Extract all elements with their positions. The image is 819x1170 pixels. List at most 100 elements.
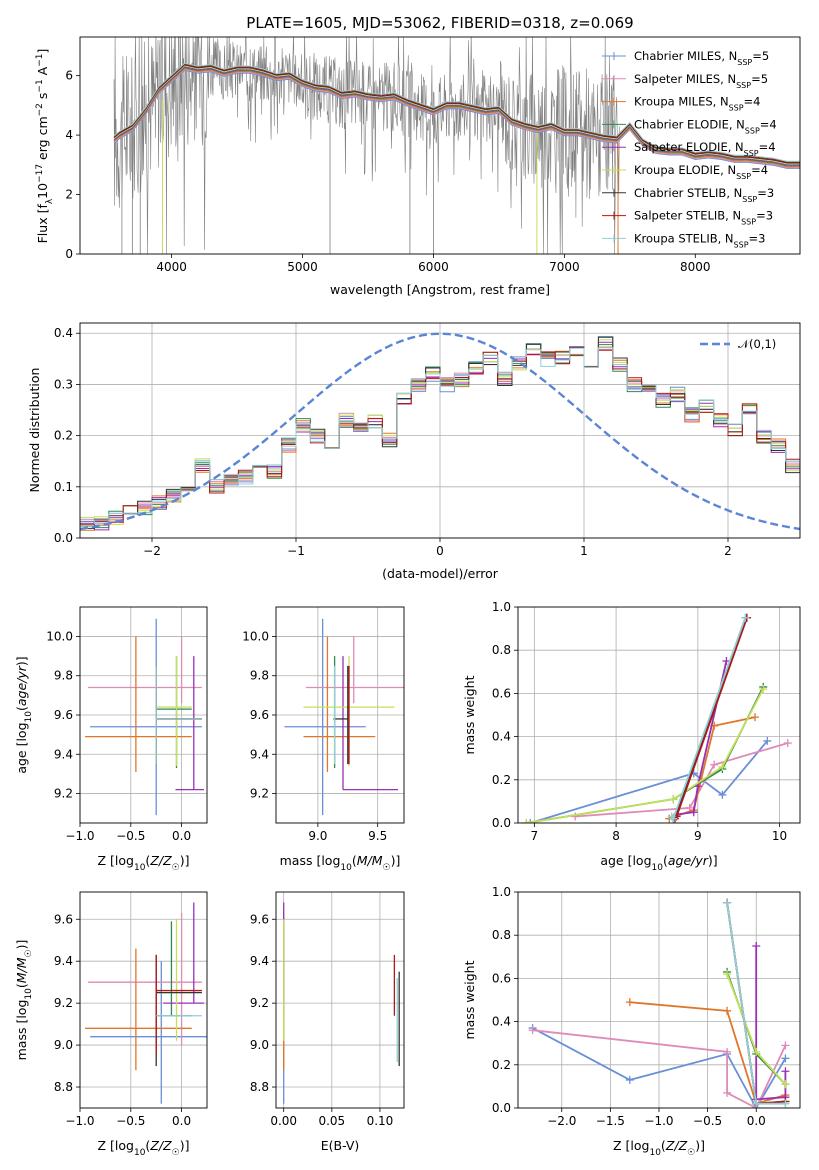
panel-mass_age: 9.0 9.5 9.2 9.4 9.6 9.8 10.0 mass [log10(M/M☉)] bbox=[242, 606, 405, 873]
weight-marker-s_miles bbox=[571, 812, 580, 821]
model-spectrum-s_miles bbox=[113, 68, 800, 168]
x-tick-label: −0.5 bbox=[116, 1114, 145, 1128]
weight-marker-c_miles bbox=[718, 790, 727, 799]
y-tick-label: 6 bbox=[65, 69, 73, 83]
plot-area bbox=[113, 37, 800, 254]
panel-ebv_mass: 0.00 0.05 0.10 8.8 9.0 9.2 9.4 9.6 E(B-V) bbox=[250, 891, 405, 1153]
figure-title: PLATE=1605, MJD=53062, FIBERID=0318, z=0… bbox=[246, 14, 633, 32]
x-tick-label: 0.0 bbox=[747, 1114, 766, 1128]
y-axis-label: Flux [fλ10−17 erg cm−2 s−1 A−1] bbox=[35, 49, 55, 244]
panel-spectrum: 4000 5000 6000 7000 8000 0 2 4 6 wavelength [Angs… bbox=[35, 36, 801, 297]
x-axis-label: Z [log10(Z/Z☉)] bbox=[613, 1138, 705, 1158]
weight-marker-k_miles bbox=[751, 713, 760, 722]
y-tick-label: 1.0 bbox=[492, 885, 511, 899]
y-tick-label: 0.8 bbox=[492, 643, 511, 657]
y-tick-label: 0.4 bbox=[492, 1015, 511, 1029]
weight-marker-k_elodie bbox=[669, 795, 678, 804]
y-tick-label: 9.6 bbox=[250, 912, 269, 926]
x-axis-label: mass [log10(M/M☉)] bbox=[280, 853, 401, 873]
weight-marker-k_elodie bbox=[522, 819, 531, 823]
model-spectrum-k_elodie bbox=[113, 65, 800, 165]
weight-marker-k_stelib bbox=[741, 613, 750, 622]
x-tick-label: 6000 bbox=[418, 260, 449, 274]
panel-Z_weight: −2.0 −1.5 −1.0 −0.5 0.0 0.0 0.2 0.4 0.6 0.8 1.0 Z [… bbox=[462, 885, 801, 1158]
axes-frame bbox=[79, 606, 208, 824]
y-tick-label: 9.8 bbox=[54, 669, 73, 683]
y-tick-label: 0.2 bbox=[492, 773, 511, 787]
x-tick-label: −1.0 bbox=[65, 829, 94, 843]
histogram-s_miles bbox=[80, 349, 800, 524]
x-tick-label: 4000 bbox=[156, 260, 187, 274]
weight-marker-s_elodie bbox=[689, 808, 698, 817]
y-tick-label: 9.4 bbox=[250, 954, 269, 968]
x-tick-label: 0 bbox=[436, 544, 444, 558]
legend-label: Kroupa MILES, NSSP=4 bbox=[634, 95, 760, 113]
histogram-k_elodie bbox=[80, 339, 800, 525]
x-tick-label: 0.00 bbox=[270, 1114, 297, 1128]
histogram-s_stelib bbox=[80, 349, 800, 525]
weight-line-s_miles bbox=[575, 742, 788, 818]
y-tick-label: 9.0 bbox=[54, 1038, 73, 1052]
x-axis-label: age [log10(age/yr)] bbox=[600, 853, 717, 873]
y-tick-label: 0.8 bbox=[492, 928, 511, 942]
weight-line-c_miles bbox=[530, 740, 768, 823]
plot-area bbox=[518, 892, 800, 1108]
model-spectrum-s_stelib bbox=[113, 63, 800, 163]
y-tick-label: 10.0 bbox=[242, 629, 269, 643]
weight-marker-k_elodie bbox=[781, 1080, 790, 1089]
y-tick-label: 9.4 bbox=[250, 747, 269, 761]
legend-label: Kroupa ELODIE, NSSP=4 bbox=[634, 163, 768, 181]
model-spectrum-k_stelib bbox=[113, 62, 800, 162]
y-tick-label: 9.2 bbox=[250, 787, 269, 801]
x-tick-label: 7 bbox=[531, 829, 539, 843]
weight-marker-s_miles bbox=[781, 1041, 790, 1050]
weight-marker-s_elodie bbox=[781, 1067, 790, 1076]
legend-label: Chabrier STELIB, NSSP=3 bbox=[634, 186, 774, 204]
weight-line-k_elodie bbox=[526, 688, 764, 823]
x-tick-label: 1 bbox=[580, 544, 588, 558]
y-tick-label: 10.0 bbox=[46, 629, 73, 643]
weight-marker-c_miles bbox=[781, 1054, 790, 1063]
x-tick-label: 10 bbox=[772, 829, 787, 843]
y-tick-label: 0.2 bbox=[54, 429, 73, 443]
y-tick-label: 9.2 bbox=[54, 996, 73, 1010]
legend-label: Salpeter STELIB, NSSP=3 bbox=[634, 209, 773, 227]
weight-marker-s_elodie bbox=[752, 942, 761, 950]
axes-frame bbox=[517, 606, 801, 824]
x-tick-label: 8 bbox=[612, 829, 620, 843]
weight-marker-s_miles bbox=[723, 1088, 732, 1097]
weight-marker-k_stelib bbox=[752, 1099, 761, 1108]
model-spectrum-k_miles bbox=[113, 67, 800, 168]
y-tick-label: 8.8 bbox=[54, 1080, 73, 1094]
x-axis-label: Z [log10(Z/Z☉)] bbox=[98, 1138, 190, 1158]
y-tick-label: 0.0 bbox=[492, 1101, 511, 1115]
weight-line-k_miles bbox=[629, 1001, 786, 1105]
panel-Z_age: −1.0 −0.5 0.0 9.2 9.4 9.6 9.8 10.0 Z [log10(Z/Z☉… bbox=[14, 606, 208, 873]
legend-label: Chabrier MILES, NSSP=5 bbox=[634, 49, 769, 67]
histogram-c_stelib bbox=[80, 336, 800, 529]
plot-area bbox=[80, 892, 207, 1108]
y-tick-label: 0.0 bbox=[54, 531, 73, 545]
y-tick-label: 0.6 bbox=[492, 971, 511, 985]
y-tick-label: 9.2 bbox=[54, 787, 73, 801]
y-tick-label: 0.4 bbox=[54, 326, 73, 340]
plot-area bbox=[518, 607, 800, 823]
x-tick-label: 7000 bbox=[549, 260, 580, 274]
y-tick-label: 8.8 bbox=[250, 1080, 269, 1094]
weight-marker-c_miles bbox=[625, 1075, 634, 1084]
weight-marker-s_miles bbox=[528, 1026, 537, 1035]
y-tick-label: 9.4 bbox=[54, 954, 73, 968]
y-tick-label: 0.0 bbox=[492, 816, 511, 830]
x-tick-label: −2 bbox=[143, 544, 161, 558]
y-tick-label: 9.4 bbox=[54, 747, 73, 761]
weight-marker-k_miles bbox=[625, 998, 634, 1007]
histogram-c_miles bbox=[80, 336, 800, 524]
model-spectrum-c_stelib bbox=[113, 64, 800, 164]
x-tick-label: −0.5 bbox=[116, 829, 145, 843]
y-axis-label: age [log10(age/yr)] bbox=[14, 656, 34, 773]
x-tick-label: −1.5 bbox=[596, 1114, 625, 1128]
y-tick-label: 9.0 bbox=[250, 1038, 269, 1052]
y-axis-label: mass weight bbox=[462, 675, 477, 754]
gaussian-reference-curve bbox=[80, 332, 800, 531]
x-tick-label: −1.0 bbox=[644, 1114, 673, 1128]
